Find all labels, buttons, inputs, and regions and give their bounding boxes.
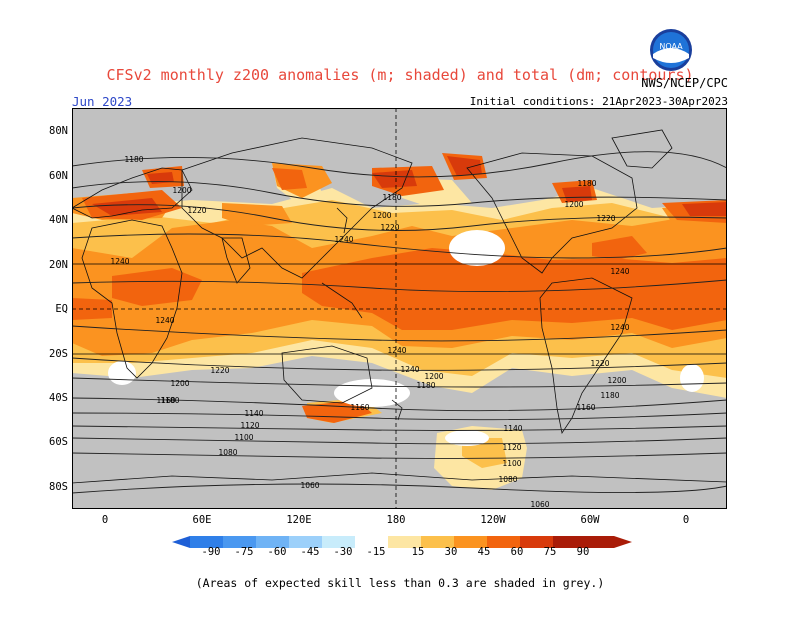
lat-label: 80S [49,481,68,493]
contour-label: 1080 [498,475,517,484]
colorbar-label: -45 [300,546,320,558]
contour-label: 1120 [240,421,259,430]
lon-label: 0 [101,514,109,526]
contour-label: 1240 [110,257,129,266]
contour-label: 1060 [530,500,549,509]
colorbar-label: -30 [333,546,353,558]
contour-label: 1120 [502,443,521,452]
contour-label: 1200 [424,372,443,381]
contour-label: 1060 [300,481,319,490]
lat-label: 80N [49,125,68,137]
lon-label: 60W [580,514,600,526]
map-frame [72,108,727,509]
lat-label: 60N [49,170,68,182]
contour-label: 1220 [210,366,229,375]
colorbar [172,536,632,548]
contour-label: 1160 [350,403,369,412]
colorbar-swatch [388,536,421,548]
contour-label: 1140 [244,409,263,418]
contour-label: 1200 [564,200,583,209]
lat-label: 40N [49,214,68,226]
lat-label: 60S [49,436,68,448]
colorbar-label: 15 [411,546,425,558]
contour-label: 1180 [600,391,619,400]
colorbar-label: -15 [366,546,386,558]
contour-label: 1240 [387,346,406,355]
colorbar-swatch [355,536,388,548]
contour-label: 1220 [380,223,399,232]
colorbar-swatch [223,536,256,548]
colorbar-swatch [322,536,355,548]
contour-label: 1100 [502,459,521,468]
contour-label: 1180 [577,179,596,188]
colorbar-swatch [190,536,223,548]
colorbar-label: 75 [543,546,557,558]
lon-label: 120E [286,514,312,526]
contour-label: 1200 [372,211,391,220]
height-contours [72,151,727,494]
lat-label: 40S [49,392,68,404]
agency-label: NWS/NCEP/CPC [641,76,728,90]
colorbar-swatch [421,536,454,548]
skill-footnote: (Areas of expected skill less than 0.3 a… [195,576,605,590]
contour-label: 1240 [400,365,419,374]
contour-label: 1080 [218,448,237,457]
contour-label: 1200 [607,376,626,385]
colorbar-label: -75 [234,546,254,558]
colorbar-swatch [256,536,289,548]
lat-label: 20S [49,348,68,360]
lon-label: 60E [192,514,212,526]
colorbar-swatch [289,536,322,548]
contour-label: 1220 [590,359,609,368]
colorbar-swatch [172,536,190,548]
contour-label: 1240 [334,235,353,244]
lon-label: 0 [682,514,690,526]
contour-label: 1160 [576,403,595,412]
colorbar-swatch [487,536,520,548]
contour-label: 1180 [382,193,401,202]
contour-label: 1180 [416,381,435,390]
contour-label: 1200 [170,379,189,388]
map-title: CFSv2 monthly z200 anomalies (m; shaded)… [106,66,694,84]
colorbar-label: 30 [444,546,458,558]
contour-label: 1100 [234,433,253,442]
colorbar-label: 60 [510,546,524,558]
lon-label: 180 [386,514,406,526]
contour-label: 1220 [596,214,615,223]
contour-label: 1240 [155,316,174,325]
contour-label: 1140 [503,424,522,433]
contour-label: 1180 [160,396,179,405]
colorbar-swatch [454,536,487,548]
noaa-logo: NOAA [649,28,693,72]
lat-label: 20N [49,259,68,271]
colorbar-swatch [520,536,553,548]
forecast-month: Jun 2023 [72,94,133,109]
anomaly-shading-75 [92,156,727,216]
lon-label: 120W [480,514,506,526]
contour-labels: 1180 1200 1220 1240 1240 1240 1240 1240 … [110,155,629,509]
colorbar-swatch [553,536,614,548]
colorbar-swatch [614,536,632,548]
contour-label: 1180 [124,155,143,164]
contour-label: 1240 [610,267,629,276]
colorbar-label: -90 [201,546,221,558]
colorbar-label: 45 [477,546,491,558]
initial-conditions: Initial conditions: 21Apr2023-30Apr2023 [469,95,728,108]
logo-text: NOAA [659,42,683,51]
contour-label: 1160 [156,396,175,405]
contour-label: 1240 [610,323,629,332]
anomaly-map: 1180 1200 1220 1240 1240 1240 1240 1240 … [72,108,727,509]
lat-label: EQ [55,303,68,315]
colorbar-label: 90 [576,546,590,558]
near-zero-pockets [108,230,704,446]
contour-label: 1220 [187,206,206,215]
contour-label: 1200 [172,186,191,195]
reference-lines [72,108,727,509]
colorbar-label: -60 [267,546,287,558]
